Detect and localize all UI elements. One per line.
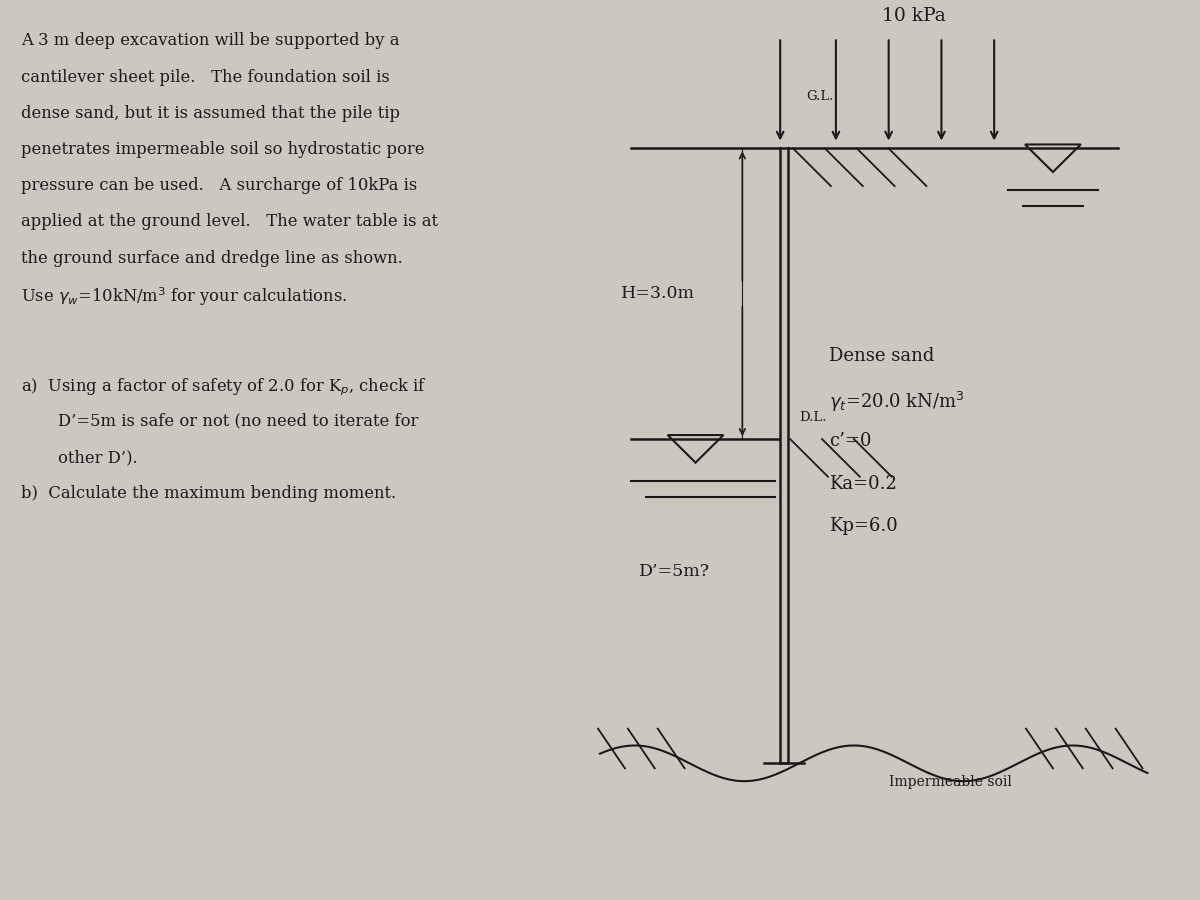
Text: Kp=6.0: Kp=6.0 <box>829 518 898 536</box>
Text: the ground surface and dredge line as shown.: the ground surface and dredge line as sh… <box>20 249 402 266</box>
Text: Dense sand: Dense sand <box>829 346 935 364</box>
Text: c’=0: c’=0 <box>829 432 871 450</box>
Text: G.L.: G.L. <box>806 90 834 104</box>
Text: 10 kPa: 10 kPa <box>882 7 946 25</box>
Text: dense sand, but it is assumed that the pile tip: dense sand, but it is assumed that the p… <box>20 104 400 122</box>
Text: D’=5m?: D’=5m? <box>640 562 710 580</box>
Text: applied at the ground level.   The water table is at: applied at the ground level. The water t… <box>20 213 438 230</box>
Bar <box>780 148 788 763</box>
Text: A 3 m deep excavation will be supported by a: A 3 m deep excavation will be supported … <box>20 32 400 50</box>
Text: Impermeable soil: Impermeable soil <box>889 775 1012 789</box>
Text: Ka=0.2: Ka=0.2 <box>829 474 896 492</box>
Text: other D’).: other D’). <box>58 449 137 466</box>
Text: a)  Using a factor of safety of 2.0 for K$_p$, check if: a) Using a factor of safety of 2.0 for K… <box>20 376 426 398</box>
Text: pressure can be used.   A surcharge of 10kPa is: pressure can be used. A surcharge of 10k… <box>20 177 416 194</box>
Text: cantilever sheet pile.   The foundation soil is: cantilever sheet pile. The foundation so… <box>20 68 390 86</box>
Text: D.L.: D.L. <box>799 410 827 424</box>
Text: $\gamma_t$=20.0 kN/m$^3$: $\gamma_t$=20.0 kN/m$^3$ <box>829 390 965 413</box>
Text: D’=5m is safe or not (no need to iterate for: D’=5m is safe or not (no need to iterate… <box>58 413 418 429</box>
Text: penetrates impermeable soil so hydrostatic pore: penetrates impermeable soil so hydrostat… <box>20 141 424 158</box>
Text: b)  Calculate the maximum bending moment.: b) Calculate the maximum bending moment. <box>20 485 396 502</box>
Text: Use $\gamma_w$=10kN/m$^3$ for your calculations.: Use $\gamma_w$=10kN/m$^3$ for your calcu… <box>20 286 347 309</box>
Text: H=3.0m: H=3.0m <box>620 285 695 302</box>
